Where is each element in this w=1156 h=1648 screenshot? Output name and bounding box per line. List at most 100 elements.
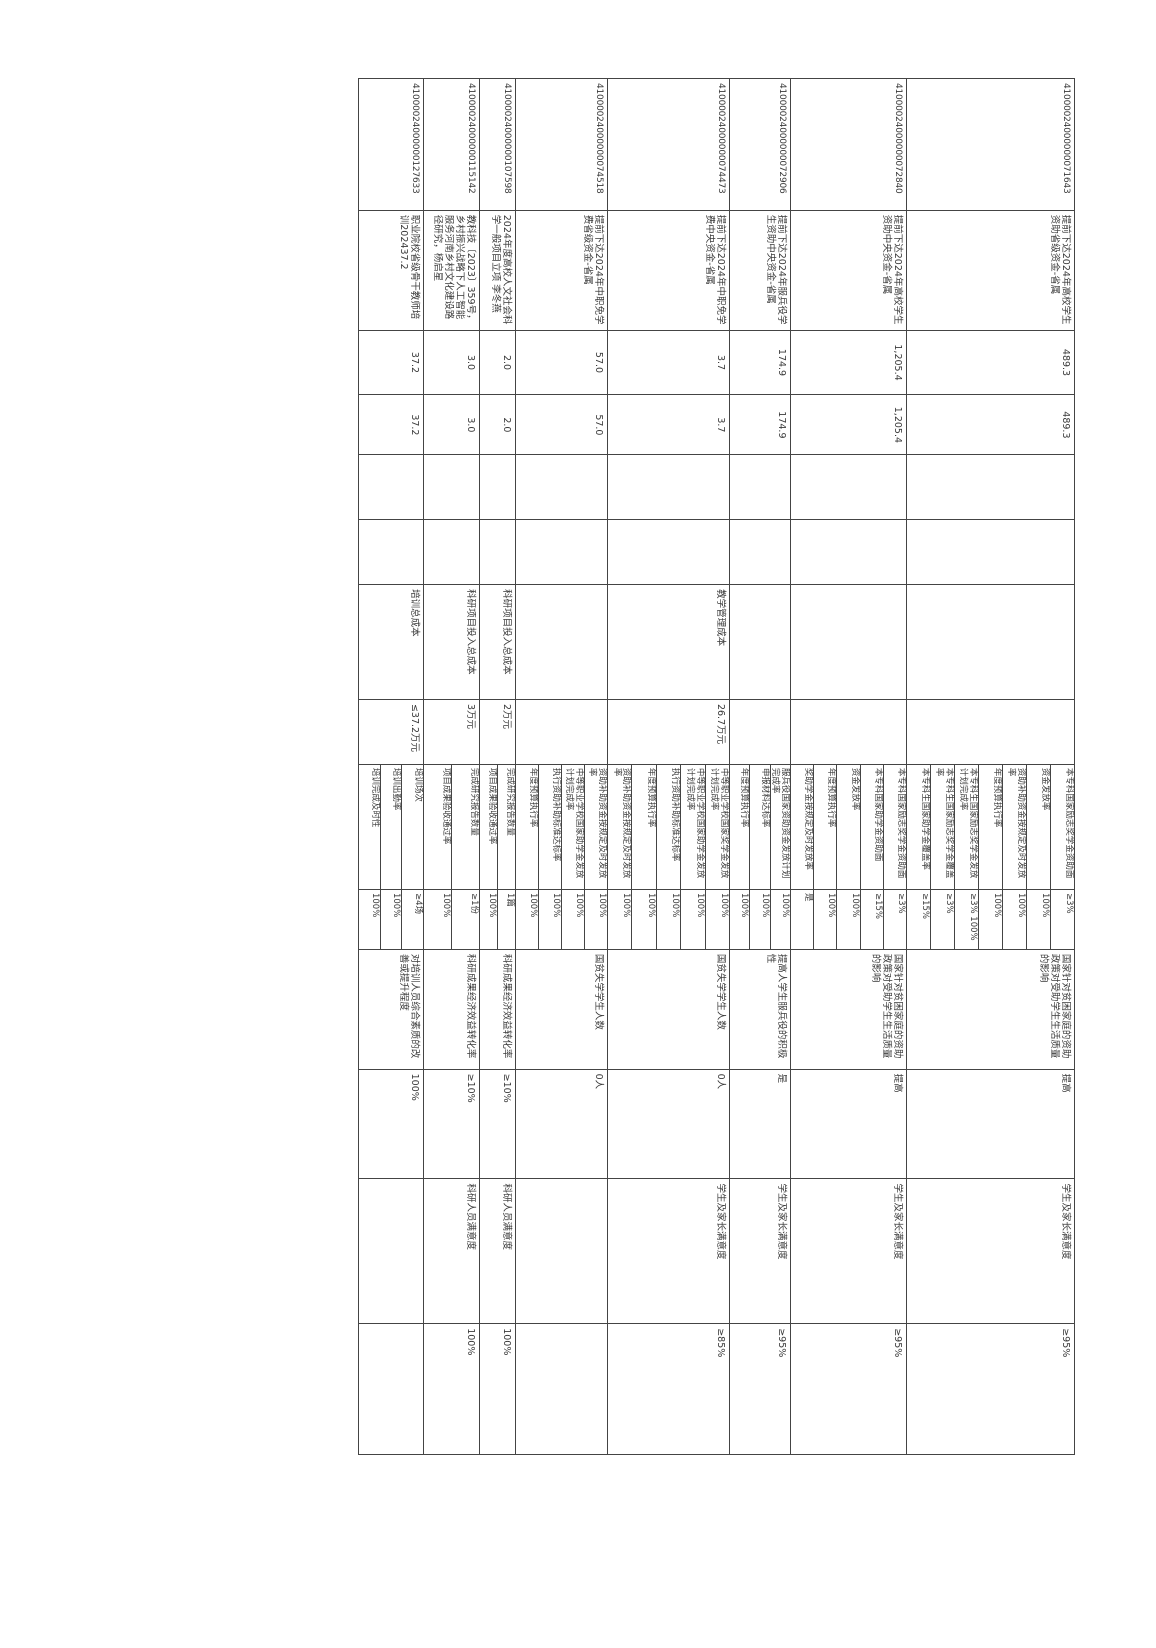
output-indicator-name: 中等职业学校国家奖学金发放计划完成率: [705, 764, 729, 890]
satisfaction-indicator-value: ≥85%: [715, 1328, 726, 1358]
output-indicator: 中等职业学校国家奖学金发放计划完成率 100%: [704, 764, 729, 949]
cost-indicator-name: [516, 585, 607, 700]
blank-cell: [608, 520, 729, 586]
output-indicator-value: 100%: [992, 892, 1002, 918]
output-indicator: 资金发放率 100%: [1026, 764, 1050, 949]
output-indicator: 本专科生国家助学金覆盖率 ≥15%: [907, 764, 930, 949]
cost-indicator-name: [791, 585, 906, 700]
output-indicator: 资助补助资金按规定及时发放率 100%: [584, 764, 607, 949]
blank-cell: [791, 455, 906, 521]
output-indicator-value: ≥1份: [469, 892, 479, 915]
budget-amount: 37.2: [359, 330, 423, 396]
output-indicator: 培训出勤率 100%: [379, 764, 402, 949]
project-code: 41000024000000071643: [907, 79, 1074, 211]
satisfaction-indicator-name: [359, 1179, 423, 1325]
output-indicator-name: 中等职业学校国家助学金发放计划完成率: [681, 764, 705, 890]
satisfaction-indicator-value: ≥95%: [776, 1328, 787, 1358]
satisfaction-indicator-value: ≥95%: [892, 1328, 903, 1358]
output-indicator-value: 100%: [759, 892, 770, 918]
effect-indicator-name: 科研成果经济效益转化率: [424, 949, 479, 1070]
project-code: 41000024000000072840: [791, 79, 906, 211]
output-indicator-value: 100%: [719, 892, 729, 918]
project-name: 提前下达2024年中职免学费中央资金-省属: [608, 210, 729, 331]
output-indicator-value: ≥15%: [872, 892, 883, 919]
budget-amount: 3.0: [424, 330, 479, 396]
blank-cell: [791, 520, 906, 586]
output-indicator-name: 奖助学金按规定及时发放率: [790, 764, 814, 890]
satisfaction-indicator-value: 100%: [501, 1328, 512, 1356]
satisfaction-indicator-value: [359, 1324, 423, 1454]
project-code: 41000024000000074518: [516, 79, 607, 211]
output-indicator-value: 100%: [487, 892, 497, 918]
output-indicator: 资金发放率 100%: [836, 764, 860, 949]
budget-amount-allocated: 3.7: [608, 395, 729, 456]
effect-indicator-name: 提高人学生服兵役的积极性: [730, 949, 790, 1070]
cost-indicator-value: 2万元: [480, 699, 515, 765]
output-indicator-name: 资助补助资金按规定及时发放率: [607, 764, 632, 890]
output-indicator: 申报材料达标率 100%: [749, 764, 770, 949]
cost-indicator-name: [907, 585, 1074, 700]
cost-indicator-value: 26.7万元: [608, 699, 729, 765]
output-indicator-value: ≥3%: [944, 892, 954, 914]
satisfaction-indicator-name: 学生及家长满意度: [730, 1179, 790, 1325]
output-indicator: 中等职业学校国家助学金发放计划完成率 100%: [680, 764, 705, 949]
output-indicator: 执行资助补助标准达标率 100%: [655, 764, 681, 949]
cost-indicator-name: 培训总成本: [359, 585, 423, 700]
project-name: 提前下达2024年高校学生资助省级资金-省属: [907, 210, 1074, 331]
blank-cell: [480, 520, 515, 586]
blank-cell: [480, 455, 515, 521]
cost-indicator-value: [907, 699, 1074, 765]
budget-amount: 489.3: [907, 330, 1074, 396]
output-indicator: 年度预算执行率 100%: [730, 764, 750, 949]
output-indicator-value: ≥3% 100%: [968, 892, 978, 941]
output-indicator-value: 100%: [441, 892, 451, 918]
output-indicator: 本专科国家助学金资助面 ≥15%: [859, 764, 883, 949]
output-indicator: 年度预算执行率 100%: [631, 764, 656, 949]
cost-indicator-value: ≤37.2万元: [359, 699, 423, 765]
effect-indicator-name: 国贫失学学生人数: [608, 949, 729, 1070]
cost-indicator-value: 3万元: [424, 699, 479, 765]
effect-indicator-name: 科研成果经济效益转化率: [480, 949, 515, 1070]
output-indicator: 本专科生国家励志奖学金覆盖率 ≥3%: [930, 764, 954, 949]
effect-indicator-value: ≥10%: [424, 1069, 479, 1180]
budget-amount-allocated: 489.3: [907, 395, 1074, 456]
output-indicators: 培训场次 ≥4场 培训出勤率 100% 培训完成及时性 100%: [358, 764, 423, 950]
blank-cell: [516, 455, 607, 521]
table-row: 41000024000000072840 提前下达2024年高校学生资助中央资金-…: [790, 79, 906, 1454]
project-name: 提前下达2024年中职免学费省级资金-省属: [516, 210, 607, 331]
effect-indicator-value: 提高: [791, 1069, 906, 1180]
output-indicator-value: 100%: [528, 892, 538, 918]
output-indicator: 服兵役国家资助资金发放计划完成率 100%: [769, 764, 790, 949]
output-indicator-name: 完成研究报告数量: [498, 764, 515, 890]
output-indicator-name: 本专科生国家励志奖学金覆盖率: [931, 764, 954, 890]
effect-indicator-name: 国家针对贫困家庭的资助政策对受助学生生活质量的影响: [791, 949, 906, 1070]
output-indicator: 培训场次 ≥4场: [401, 764, 423, 949]
budget-amount-allocated: 3.0: [424, 395, 479, 456]
effect-indicator-name: 国贫失学学生人数: [516, 949, 607, 1070]
output-indicator: 培训完成及时性 100%: [358, 764, 380, 949]
output-indicator-value: ≥15%: [920, 892, 930, 919]
output-indicator-value: ≥3%: [896, 892, 906, 914]
output-indicators: 完成研究报告数量 1篇 项目成果验收通过率 100%: [480, 764, 515, 950]
satisfaction-indicator-value: [516, 1324, 607, 1454]
project-name: 提前下达2024年高校学生资助中央资金-省属: [791, 210, 906, 331]
cost-indicator-name: 教学管理成本: [608, 585, 729, 700]
output-indicator-name: 年度预算执行率: [814, 764, 837, 890]
cost-indicator-name: 科研项目投入总成本: [424, 585, 479, 700]
satisfaction-indicator-value: 100%: [465, 1328, 476, 1356]
project-name: 提前下达2024年服兵役学生资助中央资金-省属: [730, 210, 790, 331]
output-indicator-name: 本专科国家励志奖学金资助面: [1051, 764, 1074, 890]
output-indicator-value: 1篇: [505, 892, 515, 907]
output-indicator: 项目成果验收通过率 100%: [480, 764, 497, 949]
output-indicators: 完成研究报告数量 ≥1份 项目成果验收通过率 100%: [424, 764, 479, 950]
table-row: 41000024000000115142 教科技〔2023〕359号，乡村振兴战略…: [423, 79, 479, 1454]
output-indicator-name: 项目成果验收通过率: [480, 764, 497, 890]
output-indicator-name: 中等职业学校国家助学金发放计划完成率: [562, 764, 584, 890]
table-row: 41000024000000107598 2024年度高校人文社会科学一般项目立项…: [479, 79, 515, 1454]
output-indicator-value: 100%: [369, 892, 380, 918]
satisfaction-indicator-name: 科研人员满意度: [424, 1179, 479, 1325]
budget-amount: 3.7: [608, 330, 729, 396]
project-code: 41000024000000127633: [359, 79, 423, 211]
output-indicator-name: 年度预算执行率: [516, 764, 538, 890]
output-indicator: 奖助学金按规定及时发放率是: [790, 764, 814, 949]
